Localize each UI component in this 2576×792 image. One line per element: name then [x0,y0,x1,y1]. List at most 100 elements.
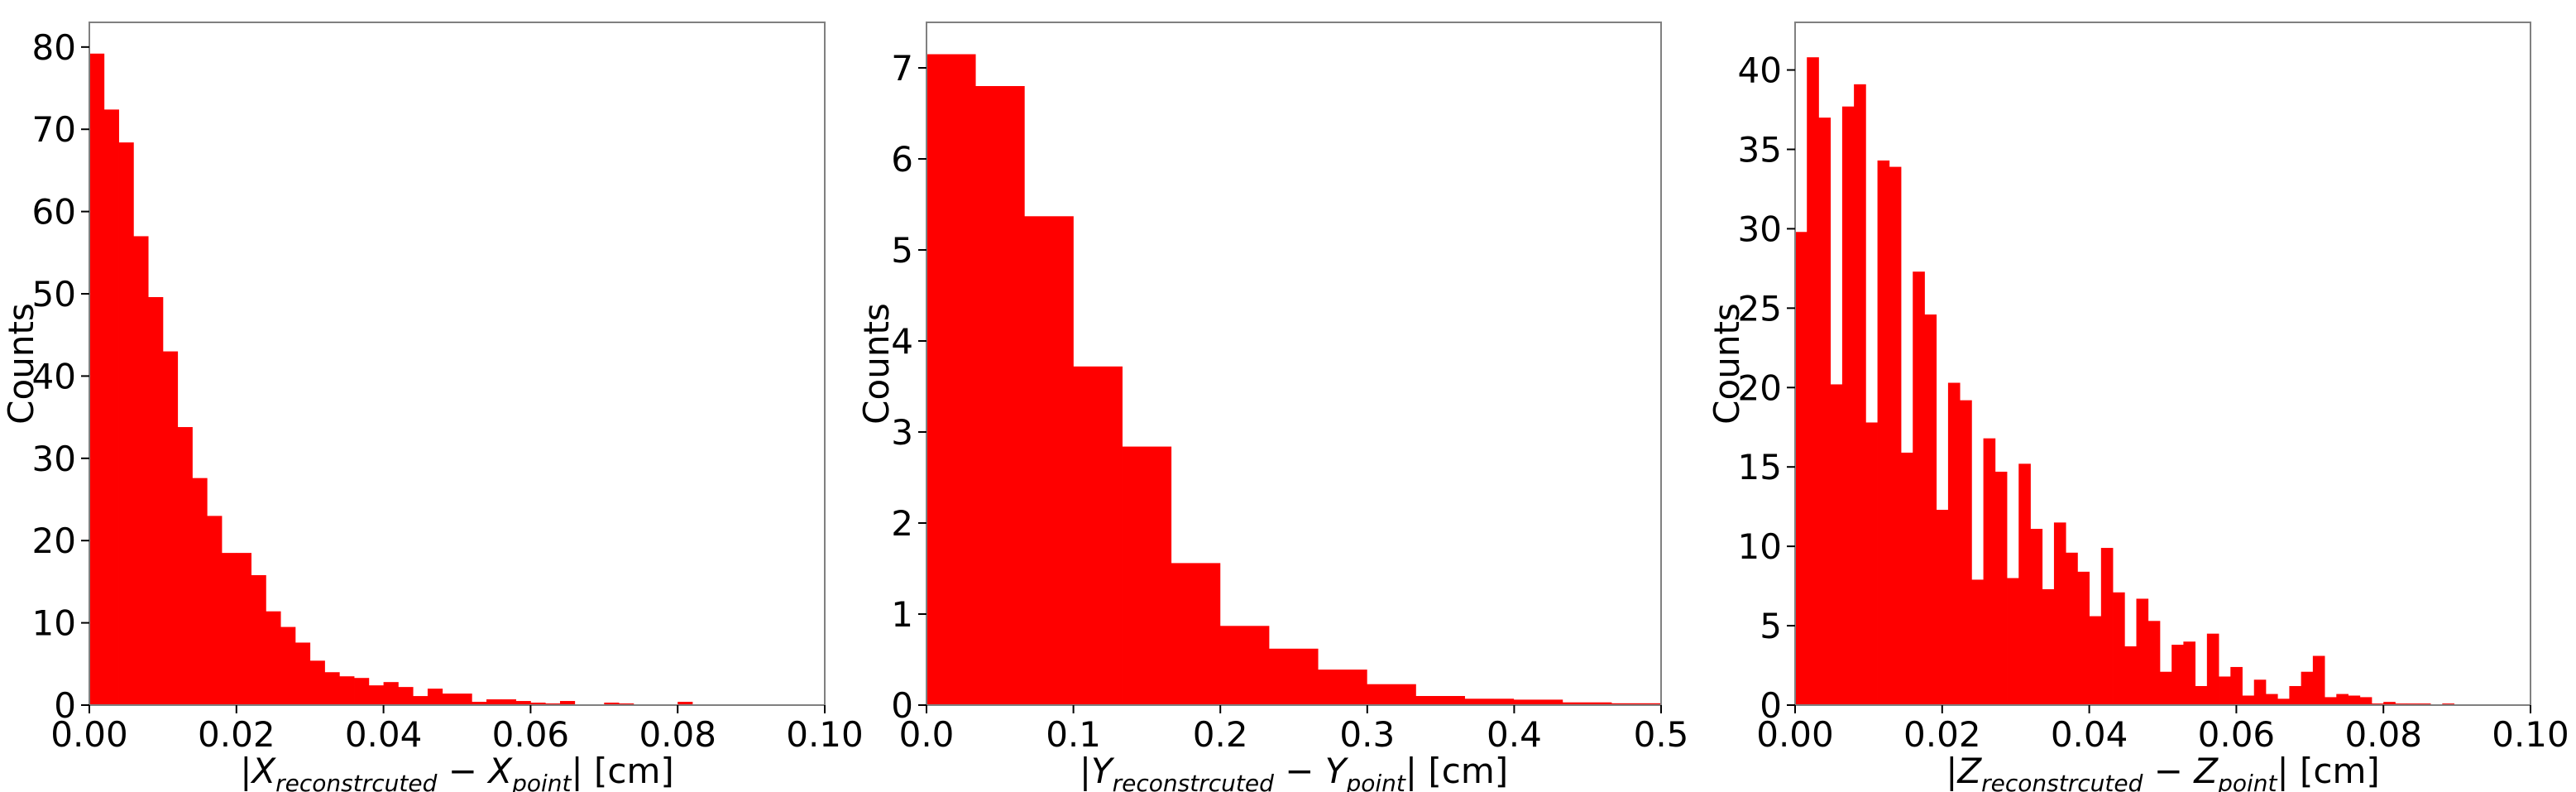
y-tick-label: 0 [54,685,76,726]
histogram-bar [207,516,223,705]
histogram-bar [294,642,311,705]
x-label-variable: Z [2193,751,2219,791]
x-tick-label: 0.0 [899,714,955,755]
x-label-bar-left: | [1080,751,1091,791]
x-label-variable: Z [1956,751,1982,791]
histogram-bar [2147,621,2161,705]
x-label-unit: | [cm] [571,751,673,791]
histogram-bar [222,553,237,705]
histogram-bar [2242,695,2255,705]
x-label-variable: X [486,751,513,791]
x-tick-label: 0.4 [1487,714,1542,755]
y-tick-label: 1 [891,594,913,635]
histogram-bar [500,699,517,705]
x-label-subscript: point [2217,770,2277,792]
histogram-bar [2206,633,2219,705]
histogram-bar [2265,694,2278,705]
histogram-bar [1960,400,1972,705]
y-tick-label: 80 [32,27,76,68]
plot-frame [926,22,1662,706]
x-tick-label: 0.08 [2344,714,2422,755]
histogram-bar [2124,646,2137,705]
x-axis-label: |Xreconstrcuted − Xpoint| [cm] [240,751,674,792]
chart-panel-2: 0.0 0.1 0.2 0.3 0.4 0.501234567Counts|Yrecons… [856,22,1688,792]
histogram-bar [354,678,370,705]
histogram-bar [103,109,119,706]
histogram-bar [2289,685,2302,705]
x-label-variable: Y [1091,751,1115,791]
histogram-bar [2230,666,2243,705]
y-tick-label: 30 [32,439,76,479]
histogram-bar [2113,592,2125,705]
histogram-bar [427,689,443,705]
y-tick-label: 70 [32,109,76,150]
histogram-bar [2253,679,2267,705]
histogram-bar [1994,471,2008,705]
histogram-bar [2301,671,2314,705]
histogram-bar [383,682,399,705]
y-tick-label: 6 [891,139,913,180]
x-label-bar-left: | [240,751,251,791]
histogram-bar [559,701,576,705]
histogram-bar [1513,699,1563,705]
histogram-bar [177,427,193,705]
y-tick-label: 15 [1738,447,1782,487]
histogram-bar [1464,698,1515,705]
y-axis-label: Counts [856,303,897,425]
x-label-variable: X [250,751,276,791]
y-tick-label: 3 [891,412,913,453]
histogram-bar [2277,698,2290,705]
histogram-bar [398,687,414,705]
histogram-bar [2325,697,2337,705]
histogram-bar [1830,384,1843,705]
histogram-bar [1611,703,1661,705]
x-axis-label: |Zreconstrcuted − Zpoint| [cm] [1946,751,2380,792]
histogram-bar [2007,578,2019,705]
x-tick-label: 0.1 [1046,714,1101,755]
histogram-bar [324,672,340,705]
histogram-bar [1318,670,1367,705]
histogram-bar [1889,166,1902,706]
histogram-bar [530,703,546,705]
y-tick-label: 0 [1760,685,1782,726]
y-tick-label: 30 [1738,209,1782,249]
histogram-bar [2100,548,2114,705]
histogram-bar [413,696,429,705]
histogram-bar [280,626,296,705]
histogram-bar [309,660,325,705]
histogram-bar [457,694,472,705]
histogram-bar [486,699,502,705]
histogram-bar [1947,382,1961,705]
histogram-bar [2348,695,2361,705]
histogram-bar [1841,106,1855,705]
histogram-bar [2136,598,2149,705]
histogram-bar [1818,118,1831,705]
histogram-bar [89,53,105,705]
x-tick-label: 0.04 [345,714,423,755]
histogram-bar [2053,522,2066,705]
x-label-minus: − [437,751,488,791]
x-label-minus: − [1274,751,1325,791]
histogram-bar [1268,648,1319,705]
histogram-bar [1983,438,1996,705]
histogram-bar [2336,694,2349,705]
y-tick-label: 5 [1760,606,1782,646]
histogram-bar [1901,452,1913,705]
x-tick-label: 0.00 [50,714,128,755]
histogram-bar [926,54,976,705]
plot-frame [1794,22,2531,706]
y-tick-label: 0 [891,685,913,726]
y-tick-label: 40 [1738,50,1782,91]
x-label-subscript: reconstrcuted [275,770,437,792]
x-label-subscript: point [1345,770,1405,792]
x-tick-label: 0.06 [2198,714,2276,755]
histogram-bar [133,236,149,705]
histogram-bar [266,611,281,705]
histogram-bar [2030,529,2043,705]
histogram-bar [1913,271,1925,706]
y-tick-label: 10 [1738,526,1782,567]
x-tick-label: 0.10 [2492,714,2569,755]
x-tick-label: 0.3 [1339,714,1395,755]
y-tick-label: 20 [32,521,76,561]
